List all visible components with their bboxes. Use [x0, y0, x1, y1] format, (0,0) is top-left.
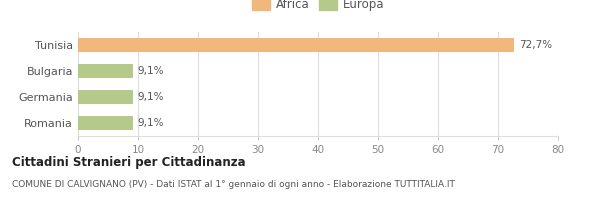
Text: COMUNE DI CALVIGNANO (PV) - Dati ISTAT al 1° gennaio di ogni anno - Elaborazione: COMUNE DI CALVIGNANO (PV) - Dati ISTAT a… — [12, 180, 455, 189]
Bar — [78, 38, 514, 52]
Text: Cittadini Stranieri per Cittadinanza: Cittadini Stranieri per Cittadinanza — [12, 156, 245, 169]
Text: 9,1%: 9,1% — [137, 92, 164, 102]
Text: 72,7%: 72,7% — [519, 40, 552, 50]
Bar — [78, 64, 133, 78]
Text: 9,1%: 9,1% — [137, 118, 164, 128]
Text: 9,1%: 9,1% — [137, 66, 164, 76]
Legend: Africa, Europa: Africa, Europa — [248, 0, 388, 14]
Bar — [78, 90, 133, 104]
Bar — [78, 116, 133, 130]
